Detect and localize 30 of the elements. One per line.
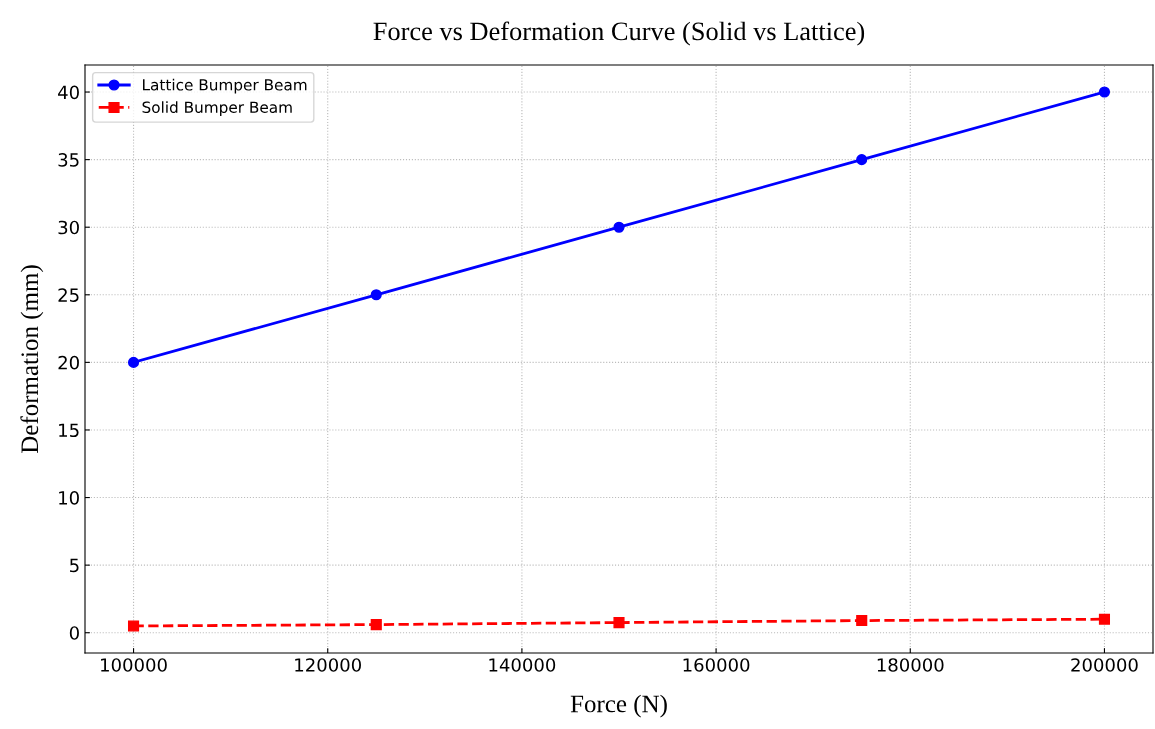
y-tick-label: 20 xyxy=(58,355,79,370)
x-axis-title: Force (N) xyxy=(570,694,667,718)
legend-label: Solid Bumper Beam xyxy=(142,101,292,116)
y-tick-label: 10 xyxy=(59,491,79,505)
x-tick-label: 160000 xyxy=(683,658,750,672)
x-tick-label: 200000 xyxy=(1071,658,1138,672)
point xyxy=(370,289,382,301)
point xyxy=(1098,86,1111,98)
legend-label: Lattice Bumper Beam xyxy=(143,78,307,94)
x-tick-label: 120000 xyxy=(295,658,361,672)
point xyxy=(856,154,868,166)
point xyxy=(613,221,625,233)
y-tick-label: 35 xyxy=(58,153,79,167)
x-tick-label: 180000 xyxy=(877,658,944,672)
point xyxy=(127,356,140,368)
point xyxy=(127,620,140,632)
point xyxy=(613,617,625,629)
point xyxy=(856,615,868,627)
y-tick-label: 40 xyxy=(58,85,79,100)
y-tick-label: 0 xyxy=(69,626,79,640)
y-axis-title: Deformation (mm) xyxy=(20,265,44,454)
y-tick-label: 30 xyxy=(58,220,79,235)
y-tick-label: 25 xyxy=(58,288,79,302)
point xyxy=(1098,613,1111,625)
x-tick-label: 140000 xyxy=(489,658,556,672)
y-tick-label: 15 xyxy=(59,423,79,438)
y-tick-label: 5 xyxy=(70,558,79,573)
chart-title: Force vs Deformation Curve (Solid vs Lattice) xyxy=(373,21,865,46)
point xyxy=(370,619,382,631)
x-tick-label: 100000 xyxy=(101,658,167,672)
